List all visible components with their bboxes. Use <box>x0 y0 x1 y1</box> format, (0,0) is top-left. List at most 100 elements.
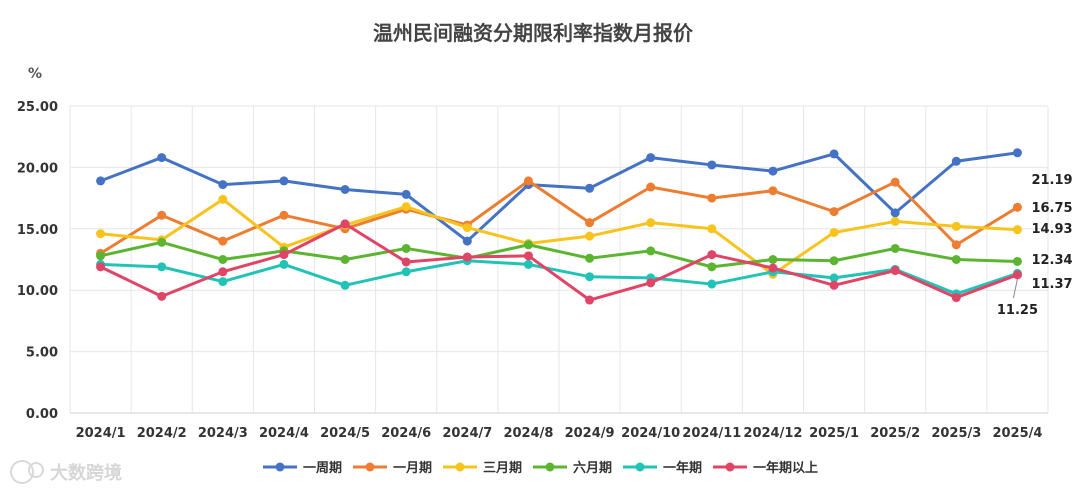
data-point <box>279 259 289 269</box>
data-point <box>890 177 900 187</box>
grid <box>69 105 1049 414</box>
data-point <box>585 183 595 193</box>
y-tick-label: 20.00 <box>17 161 58 176</box>
data-point <box>951 255 961 264</box>
data-point <box>96 262 106 272</box>
legend-label: 一年期 <box>663 460 702 476</box>
x-tick-label: 2024/2 <box>137 426 187 441</box>
data-point <box>523 240 533 250</box>
data-point <box>707 262 717 272</box>
series-3 <box>96 237 1022 272</box>
legend-item: 一月期 <box>353 461 432 476</box>
data-point <box>401 189 411 199</box>
data-point <box>768 255 778 264</box>
data-point <box>951 293 961 303</box>
data-point <box>951 156 961 166</box>
series-line <box>99 222 1018 302</box>
legend-swatch-dot <box>725 462 735 472</box>
data-point <box>829 149 839 159</box>
legend-item: 一周期 <box>263 461 342 476</box>
data-point <box>1012 148 1022 158</box>
y-tick-label: 15.00 <box>17 223 58 238</box>
data-point <box>890 208 900 218</box>
data-point <box>157 262 167 272</box>
data-point <box>279 176 289 186</box>
data-point <box>401 267 411 277</box>
end-value-label: 16.75 <box>1031 201 1072 216</box>
data-point <box>829 280 839 290</box>
fox-logo-icon <box>10 460 44 484</box>
data-point <box>707 224 717 234</box>
data-point <box>218 255 228 264</box>
data-point <box>218 236 228 246</box>
x-tick-label: 2024/10 <box>621 426 680 441</box>
watermark: 大数跨境 <box>10 460 122 484</box>
data-point <box>768 186 778 196</box>
x-tick-label: 2024/6 <box>381 426 431 441</box>
x-axis-ticks: 2024/1 2024/2 2024/3 2024/4 2024/5 2024/6 2024… <box>76 426 1043 441</box>
legend-swatch-dot <box>635 462 645 472</box>
series-group <box>96 148 1022 305</box>
data-point <box>1012 256 1022 266</box>
data-point <box>829 227 839 237</box>
x-tick-label: 2024/1 <box>76 426 126 441</box>
data-point <box>218 267 228 277</box>
legend-label: 六月期 <box>573 460 612 476</box>
series-line <box>100 197 1018 276</box>
data-point <box>340 185 350 195</box>
data-point <box>646 153 656 163</box>
data-point <box>340 255 350 264</box>
legend-swatch-dot <box>455 462 465 472</box>
data-point <box>218 180 228 190</box>
end-value-label: 21.19 <box>1031 173 1072 188</box>
end-value-label: 14.93 <box>1031 222 1072 237</box>
data-point <box>890 266 900 276</box>
legend-item: 一年期 <box>623 460 702 476</box>
data-point <box>279 210 289 220</box>
data-point <box>279 250 289 260</box>
y-tick-label: 5.00 <box>26 346 58 361</box>
legend-label: 一周期 <box>303 461 342 476</box>
data-point <box>707 193 717 203</box>
data-point <box>218 194 228 204</box>
x-tick-label: 2024/8 <box>503 426 553 441</box>
data-point <box>462 252 472 262</box>
end-value-label: 12.34 <box>1031 253 1072 268</box>
y-axis-ticks: 0.00 5.00 10.00 15.00 20.00 25.00 <box>17 100 58 422</box>
data-point <box>157 210 167 220</box>
data-point <box>646 218 656 228</box>
legend-label: 一年期以上 <box>753 460 818 476</box>
data-point <box>768 166 778 176</box>
series-line <box>99 179 1019 255</box>
legend-item: 一年期以上 <box>713 460 818 476</box>
data-point <box>157 153 167 163</box>
data-point <box>523 251 533 261</box>
legend-swatch-dot <box>545 462 555 472</box>
data-point <box>768 263 778 273</box>
legend-label: 一月期 <box>393 461 432 476</box>
series-4 <box>96 256 1022 299</box>
data-point <box>96 251 106 261</box>
data-point <box>157 291 167 301</box>
legend-label: 三月期 <box>483 461 522 476</box>
data-point <box>707 279 717 289</box>
data-point <box>1012 270 1022 280</box>
data-point <box>340 280 350 290</box>
series-5 <box>96 219 1022 305</box>
data-point <box>462 236 472 246</box>
data-point <box>829 273 839 283</box>
end-value-label: 11.37 <box>1031 277 1072 292</box>
data-point <box>890 216 900 226</box>
y-tick-label: 0.00 <box>26 407 58 422</box>
chart-title: 温州民间融资分期限利率指数月报价 <box>373 21 694 45</box>
data-point <box>951 221 961 231</box>
data-point <box>462 223 472 233</box>
series-line <box>100 240 1018 269</box>
legend-item: 六月期 <box>533 460 612 476</box>
series-0 <box>96 148 1022 246</box>
x-tick-label: 2024/7 <box>442 426 492 441</box>
x-tick-label: 2024/12 <box>743 426 802 441</box>
data-point <box>707 250 717 260</box>
data-point <box>96 229 106 239</box>
data-point <box>401 243 411 253</box>
